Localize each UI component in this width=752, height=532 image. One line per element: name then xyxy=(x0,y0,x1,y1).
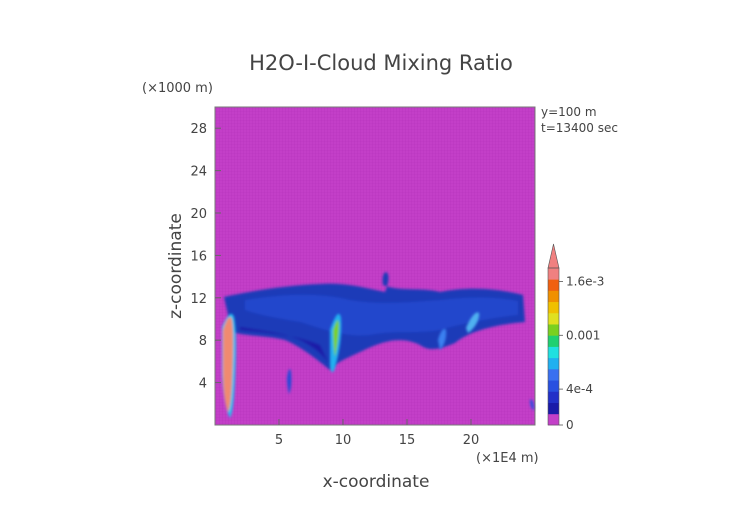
region-core-right-b xyxy=(466,312,480,333)
x-unit-label: (×1E4 m) xyxy=(476,451,539,466)
colorbar-frame xyxy=(547,267,560,426)
x-tick-label: 10 xyxy=(335,433,352,448)
colorbar-swatch xyxy=(548,324,559,336)
region-core-middle xyxy=(333,320,339,357)
y-tick-label: 16 xyxy=(190,249,207,264)
colorbar-swatch xyxy=(548,279,559,291)
colorbar-swatch xyxy=(548,335,559,347)
chart-title: H2O-I-Cloud Mixing Ratio xyxy=(249,51,513,75)
colorbar-swatch xyxy=(548,413,559,426)
colorbar-tick-label: 1.6e-3 xyxy=(566,274,604,288)
colorbar-swatch xyxy=(548,290,559,303)
colorbar-swatch xyxy=(548,391,559,403)
y-axis-label: z-coordinate xyxy=(166,213,186,319)
y-tick-label: 20 xyxy=(190,207,207,222)
colorbar-swatch xyxy=(548,380,559,392)
colorbar-tick-label: 0 xyxy=(566,418,574,432)
colorbar-swatch xyxy=(548,312,559,325)
y-tick-label: 4 xyxy=(199,377,207,392)
colorbar-swatch xyxy=(548,301,559,314)
cloud-cores xyxy=(222,312,534,418)
region-core-left xyxy=(223,317,234,412)
colorbar-swatch xyxy=(548,268,559,280)
colorbar-tick-label: 0.001 xyxy=(566,328,600,342)
x-tick-label: 15 xyxy=(399,433,416,448)
x-axis-label: x-coordinate xyxy=(323,472,430,492)
colorbar-swatch xyxy=(548,346,559,359)
colorbar: 0 4e-4 0.001 1.6e-3 xyxy=(547,243,604,432)
colorbar-swatch xyxy=(548,402,559,415)
region-upper-anvil-inner xyxy=(245,294,518,336)
cloud-layer xyxy=(224,272,525,370)
y-tick-label: 28 xyxy=(190,122,207,137)
colorbar-swatch xyxy=(548,357,559,370)
annotation-t: t=13400 sec xyxy=(541,121,618,135)
colorbar-swatch xyxy=(548,368,559,381)
region-lower-layer xyxy=(240,327,328,362)
region-small-column xyxy=(287,369,292,394)
annotation-y: y=100 m xyxy=(541,105,597,119)
y-tick-label: 8 xyxy=(199,334,207,349)
region-core-right-a xyxy=(438,328,447,350)
region-edge-speck xyxy=(530,399,534,410)
y-tick-label: 12 xyxy=(190,292,207,307)
plot-area xyxy=(214,106,536,426)
colorbar-tick-label: 4e-4 xyxy=(566,382,593,396)
x-tick-label: 5 xyxy=(275,433,283,448)
y-unit-label: (×1000 m) xyxy=(142,81,213,96)
x-axis: 5 10 15 20 xyxy=(275,419,479,448)
x-tick-label: 20 xyxy=(463,433,480,448)
y-tick-label: 24 xyxy=(190,165,207,180)
y-axis: 4 8 12 16 20 24 28 xyxy=(190,122,221,392)
colorbar-extend-arrow xyxy=(547,243,560,269)
